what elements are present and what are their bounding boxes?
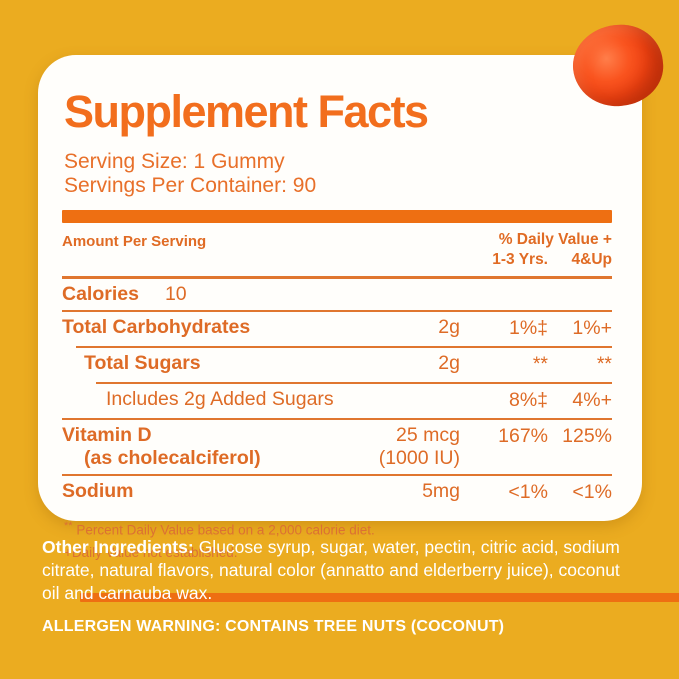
serving-size-line: Serving Size: 1 Gummy	[64, 150, 285, 173]
nutrient-row-total-sugars: Total Sugars 2g ** **	[62, 348, 612, 382]
divider-row	[76, 346, 612, 349]
nutrient-dv-1-3yrs: 1%‡	[508, 317, 548, 340]
nutrient-dv-4up: 125%	[562, 425, 612, 448]
divider-row	[62, 418, 612, 421]
nutrient-name: Sodium	[62, 479, 134, 502]
divider-thick-bottom	[80, 593, 679, 602]
divider-thick-top	[62, 210, 612, 224]
supplement-facts-card: Supplement Facts Serving Size: 1 Gummy S…	[38, 55, 679, 602]
footnote-marker: **	[64, 519, 73, 532]
nutrient-amount: 25 mcg (1000 IU)	[364, 425, 460, 468]
supplement-facts-title: Supplement Facts	[64, 86, 429, 137]
nutrient-name: Total Carbohydrates	[62, 316, 251, 339]
nutrient-amount: 5mg	[422, 479, 460, 502]
nutrient-dv-4up: **	[596, 353, 612, 376]
nutrient-amount: 2g	[438, 352, 460, 375]
allergen-warning: ALLERGEN WARNING: CONTAINS TREE NUTS (CO…	[42, 618, 505, 636]
footnote-marker: +	[64, 544, 72, 560]
daily-value-header-block: % Daily Value + 1-3 Yrs. 4&Up	[460, 230, 612, 270]
amount-per-serving-header: Amount Per Serving	[62, 233, 207, 251]
nutrient-dv-4up: 4%+	[572, 389, 612, 412]
nutrient-row-vitamin-d: Vitamin D (as cholecalciferol) 25 mcg (1…	[62, 420, 612, 474]
divider-row	[96, 382, 612, 385]
footnotes: ** Percent Daily Value based on a 2,000 …	[64, 519, 612, 562]
footnote-daily-value: ** Percent Daily Value based on a 2,000 …	[64, 519, 375, 538]
bottom-section: Other Ingredients: Glucose syrup, sugar, …	[42, 536, 642, 636]
other-ingredients-text: Glucose syrup, sugar, water, pectin, cit…	[42, 537, 620, 604]
divider-header	[62, 275, 612, 279]
calories-row: Calories 10	[62, 279, 612, 310]
footnote-not-established: +Daily Value not established.	[64, 544, 238, 560]
calories-label: Calories 10	[62, 282, 187, 305]
divider-row	[62, 473, 612, 476]
table-header: Amount Per Serving % Daily Value + 1-3 Y…	[62, 223, 612, 275]
nutrient-dv-1-3yrs: <1%	[508, 480, 548, 503]
daily-value-header: % Daily Value +	[498, 231, 612, 249]
calories-value: 10	[164, 282, 187, 305]
other-ingredients-label: Other Ingredients:	[42, 537, 194, 557]
nutrient-row-total-carbohydrates: Total Carbohydrates 2g 1%‡ 1%+	[62, 312, 612, 346]
nutrient-name: Includes 2g Added Sugars	[106, 388, 334, 411]
nutrient-amount-sub: (1000 IU)	[378, 446, 460, 469]
nutrient-row-sodium: Sodium 5mg <1% <1%	[62, 476, 612, 510]
other-ingredients: Other Ingredients: Glucose syrup, sugar, …	[42, 536, 642, 605]
divider-row	[62, 310, 612, 313]
nutrient-dv-1-3yrs: 8%‡	[508, 389, 548, 412]
nutrient-dv-1-3yrs: 167%	[498, 425, 548, 448]
nutrient-name-sub: (as cholecalciferol)	[84, 446, 261, 469]
nutrient-amount: 2g	[438, 316, 460, 339]
nutrient-name: Total Sugars	[84, 352, 201, 375]
nutrient-dv-4up: 1%+	[572, 317, 612, 340]
nutrient-name: Vitamin D (as cholecalciferol)	[62, 425, 364, 468]
servings-per-container-line: Servings Per Container: 90	[64, 174, 317, 198]
age-col-header-4up: 4&Up	[571, 251, 612, 269]
nutrient-row-added-sugars: Includes 2g Added Sugars 8%‡ 4%+	[62, 384, 612, 418]
serving-info: Serving Size: 1 Gummy Servings Per Conta…	[62, 150, 612, 198]
nutrient-dv-4up: <1%	[572, 480, 612, 503]
age-col-header-1-3yrs: 1-3 Yrs.	[492, 251, 548, 269]
nutrient-dv-1-3yrs: **	[532, 353, 548, 376]
